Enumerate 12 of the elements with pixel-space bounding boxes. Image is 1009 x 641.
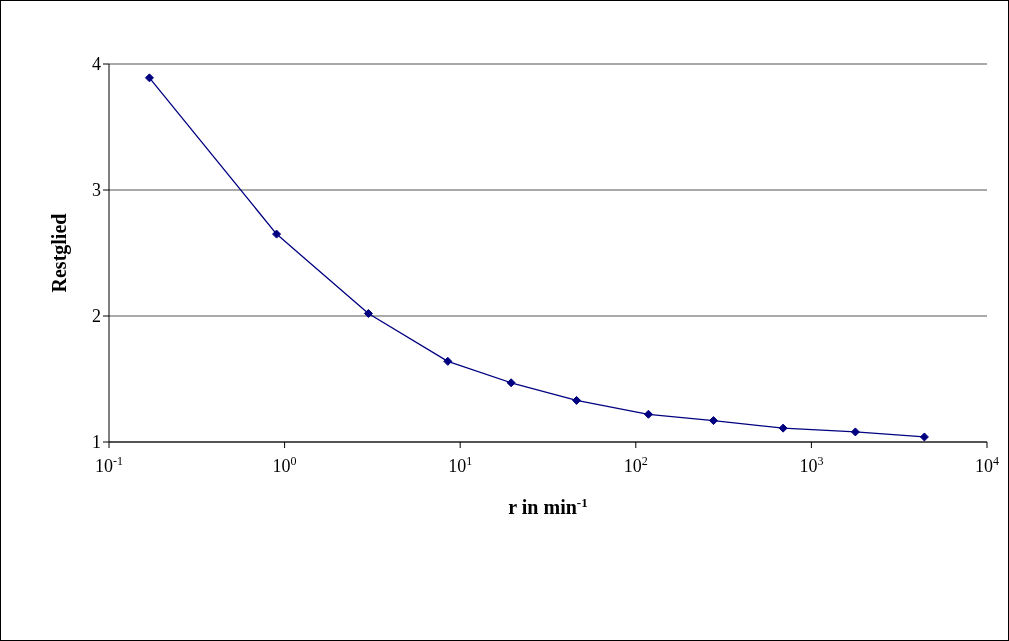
x-tick-label: 10$^{3}$ [799,454,824,476]
y-tick-label: 1 [92,432,101,453]
x-tick-label: 10$^{0}$ [272,454,297,476]
y-tick-label: 3 [92,180,101,201]
x-tick-label: 10$^{2}$ [623,454,648,476]
y-tick-label: 2 [92,306,101,327]
x-tick-label: 10$^{4}$ [975,454,999,476]
x-tick-label: 10$^{1}$ [448,454,473,476]
x-tick-label: 10$^{-1}$ [95,454,123,476]
y-tick-label: 4 [92,54,101,75]
x-axis-title: r in min$^{-1}$ [508,494,588,518]
y-axis-title: Restglied [48,213,71,293]
